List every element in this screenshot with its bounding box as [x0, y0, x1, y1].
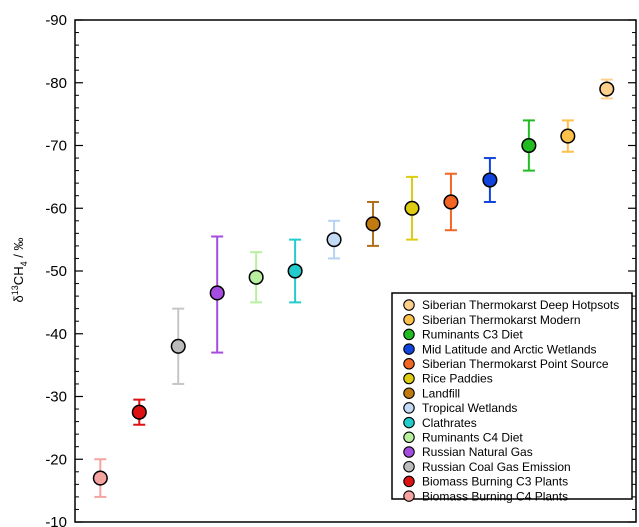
y-axis-ticks: -90 -80 -70 -60 -50 -40 -30 -20 -10 [45, 12, 636, 527]
legend-entry-label: Tropical Wetlands [422, 401, 517, 415]
legend-entry-label: Siberian Thermokarst Point Source [422, 357, 609, 371]
y-axis-label-text: δ13CH4 / ‰ [10, 238, 29, 303]
legend: Siberian Thermokarst Deep HotpsotsSiberi… [391, 292, 633, 503]
data-point [443, 194, 459, 210]
legend-entry-label: Ruminants C4 Diet [422, 431, 523, 445]
data-point [326, 232, 342, 248]
legend-marker [403, 358, 415, 370]
y-tick-label: -80 [45, 75, 67, 92]
data-point [287, 263, 303, 279]
legend-entry-label: Clathrates [422, 416, 477, 430]
data-point [365, 216, 381, 232]
legend-entry-label: Biomass Burning C4 Plants [422, 489, 568, 503]
y-tick-label: -40 [45, 326, 67, 343]
series-point-group [209, 235, 225, 354]
legend-entry-label: Siberian Thermokarst Modern [422, 313, 581, 327]
y-axis-label-prefix: δ [11, 295, 26, 302]
legend-marker [403, 431, 415, 444]
data-point [521, 137, 537, 154]
legend-marker [403, 299, 415, 311]
legend-marker [403, 416, 415, 429]
series-point-group [482, 157, 498, 203]
series-point-group [443, 172, 459, 232]
legend-marker [403, 402, 415, 414]
legend-marker [403, 460, 415, 473]
series-point-group [365, 200, 381, 247]
legend-marker [403, 446, 415, 458]
series-point-group [404, 175, 420, 241]
legend-entry-label: Biomass Burning C3 Plants [422, 475, 568, 489]
legend-entry-label: Ruminants C3 Diet [422, 328, 523, 342]
y-tick-label: -10 [45, 514, 67, 527]
series-point-group [92, 458, 108, 498]
series-point-group [248, 251, 264, 304]
legend-entry-label: Mid Latitude and Arctic Wetlands [422, 342, 597, 356]
y-tick-label: -20 [45, 451, 67, 468]
legend-marker [403, 387, 415, 399]
y-tick-label: -60 [45, 200, 67, 217]
y-tick-label: -70 [45, 138, 67, 155]
data-point [131, 404, 147, 420]
data-point [404, 200, 420, 216]
data-point [599, 81, 615, 97]
series-point-group [326, 219, 342, 260]
legend-entry-label: Russian Coal Gas Emission [422, 460, 571, 474]
data-point [170, 338, 186, 354]
series-point-group [599, 78, 615, 100]
plot-frame [74, 19, 637, 523]
legend-entry-label: Russian Natural Gas [422, 445, 533, 459]
y-axis-label: δ13CH4 / ‰ [10, 238, 29, 303]
series-point-group [131, 398, 147, 426]
series-point-group [560, 119, 576, 153]
data-point [92, 470, 108, 486]
legend-marker [403, 490, 415, 502]
legend-entry-label: Rice Paddies [422, 372, 493, 386]
data-series [92, 78, 615, 498]
legend-marker [403, 328, 415, 341]
data-point [248, 269, 264, 285]
legend-marker [403, 313, 415, 326]
data-point [209, 285, 225, 301]
series-point-group [521, 119, 537, 172]
y-axis-label-sup: 13 [10, 285, 20, 295]
y-tick-label: -30 [45, 389, 67, 406]
y-axis-label-suffix: / ‰ [11, 238, 26, 262]
legend-entry-label: Landfill [422, 386, 460, 400]
legend-marker [403, 372, 415, 385]
series-point-group [170, 307, 186, 385]
legend-marker [403, 343, 415, 355]
y-axis-label-main: CH [11, 266, 26, 285]
legend-box [391, 292, 633, 500]
legend-entry-label: Siberian Thermokarst Deep Hotpsots [422, 298, 619, 312]
data-point [560, 128, 576, 144]
y-tick-label: -50 [45, 263, 67, 280]
legend-marker [403, 475, 415, 488]
y-tick-label: -90 [45, 12, 67, 29]
data-point [482, 172, 498, 188]
series-point-group [287, 238, 303, 304]
y-axis-label-sub: 4 [19, 261, 29, 266]
